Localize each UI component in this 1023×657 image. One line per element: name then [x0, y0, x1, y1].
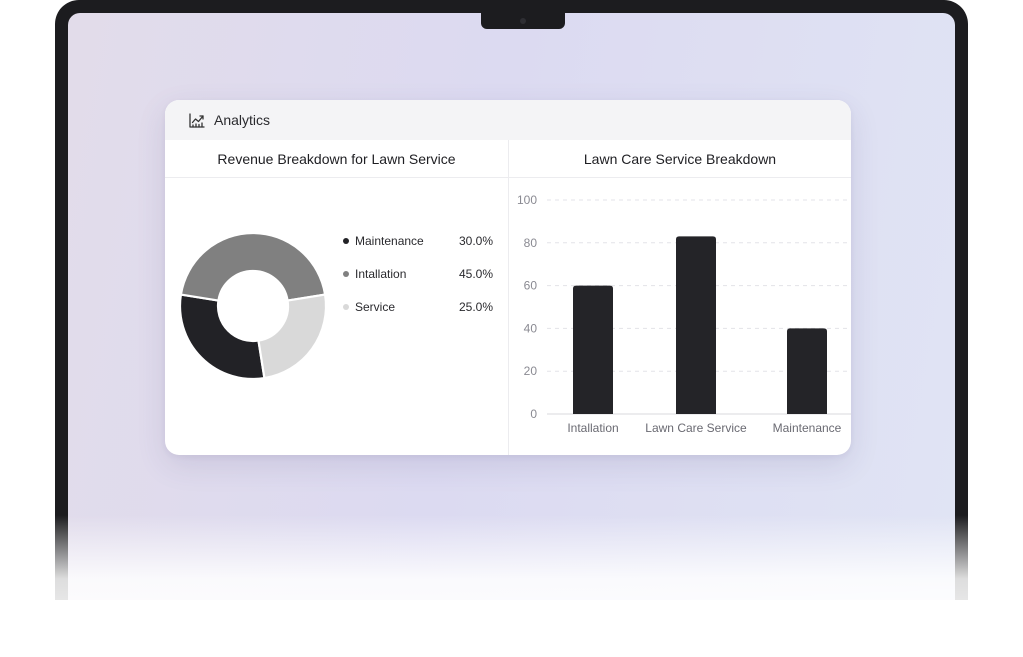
bar-chart-title: Lawn Care Service Breakdown	[509, 140, 851, 178]
card-title: Analytics	[214, 112, 271, 128]
donut-chart	[178, 231, 328, 381]
legend-item-maintenance[interactable]: Maintenance 30.0%	[343, 224, 493, 257]
analytics-card: Analytics Revenue Breakdown for Lawn Ser…	[165, 100, 851, 455]
card-header: Analytics	[165, 100, 851, 140]
legend-label: Intallation	[355, 266, 407, 281]
legend-dot	[343, 303, 349, 310]
x-tick-label: Intallation	[567, 421, 618, 435]
y-tick-label: 20	[524, 364, 538, 378]
donut-slice-intallation[interactable]	[179, 231, 327, 302]
donut-legend: Maintenance 30.0% Intallation 45.0% Service 2…	[343, 224, 493, 323]
donut-slice-maintenance[interactable]	[178, 293, 266, 381]
y-tick-label: 0	[530, 407, 537, 421]
y-tick-label: 40	[524, 321, 538, 335]
donut-title: Revenue Breakdown for Lawn Service	[165, 140, 508, 178]
y-tick-label: 100	[517, 193, 537, 207]
x-tick-label: Maintenance	[773, 421, 842, 435]
camera-icon	[520, 18, 526, 24]
legend-item-service[interactable]: Service 25.0%	[343, 290, 493, 323]
y-tick-label: 80	[524, 236, 538, 250]
legend-percent: 30.0%	[458, 233, 493, 248]
bar-chart: 0 20 40 60 80 100 Intallation Lawn Care Service…	[517, 193, 851, 435]
legend-label: Service	[355, 299, 396, 314]
legend-label: Maintenance	[355, 233, 424, 248]
service-panel: Lawn Care Service Breakdown 0 20 40 60 80 100…	[509, 140, 851, 455]
y-tick-label: 60	[524, 279, 538, 293]
bar-maintenance[interactable]	[787, 328, 827, 414]
chart-trend-icon	[189, 113, 205, 128]
legend-item-intallation[interactable]: Intallation 45.0%	[343, 257, 493, 290]
legend-dot	[343, 237, 349, 244]
legend-percent: 25.0%	[458, 299, 493, 314]
chart-panels: Revenue Breakdown for Lawn Service Maint…	[165, 140, 851, 455]
revenue-panel: Revenue Breakdown for Lawn Service Maint…	[165, 140, 509, 455]
camera-notch	[481, 13, 565, 29]
bar-lawn-care-service[interactable]	[676, 236, 716, 414]
legend-percent: 45.0%	[458, 266, 493, 281]
x-tick-label: Lawn Care Service	[645, 421, 747, 435]
bottom-fade	[0, 515, 1023, 657]
bar-intallation[interactable]	[573, 285, 613, 414]
donut-slice-service[interactable]	[257, 293, 328, 380]
legend-dot	[343, 270, 349, 277]
